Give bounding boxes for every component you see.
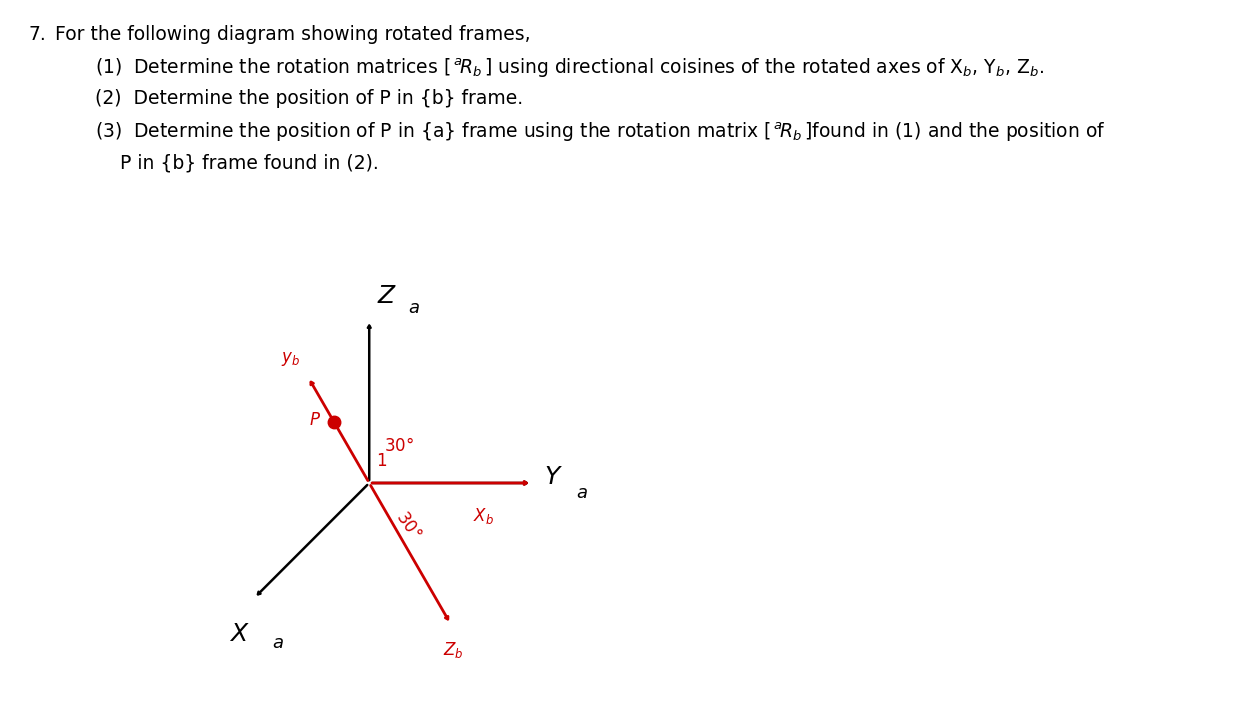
Text: (3)  Determine the position of P in {a} frame using the rotation matrix $\left[\: (3) Determine the position of P in {a} f…	[94, 121, 1105, 144]
Text: $a$: $a$	[272, 634, 284, 652]
Text: $1$: $1$	[376, 452, 386, 470]
Text: (2)  Determine the position of P in {b} frame.: (2) Determine the position of P in {b} f…	[94, 89, 523, 108]
Text: $Z_b$: $Z_b$	[443, 640, 465, 660]
Text: $Z$: $Z$	[378, 284, 397, 308]
Text: (1)  Determine the rotation matrices $\left[\,{}^{a}\!R_{b}\,\right]$ using dire: (1) Determine the rotation matrices $\le…	[94, 57, 1045, 80]
Text: $30°$: $30°$	[384, 437, 414, 455]
Text: $a$: $a$	[409, 299, 420, 318]
Text: $X_b$: $X_b$	[472, 506, 493, 526]
Text: P in {b} frame found in (2).: P in {b} frame found in (2).	[120, 153, 379, 172]
Text: P: P	[309, 411, 319, 429]
Text: $X$: $X$	[230, 622, 250, 646]
Text: 7.: 7.	[29, 25, 46, 44]
Text: $y_b$: $y_b$	[281, 349, 301, 368]
Text: $Y$: $Y$	[544, 465, 563, 489]
Text: $a$: $a$	[575, 484, 587, 502]
Text: For the following diagram showing rotated frames,: For the following diagram showing rotate…	[55, 25, 530, 44]
Text: $30°$: $30°$	[392, 507, 424, 542]
